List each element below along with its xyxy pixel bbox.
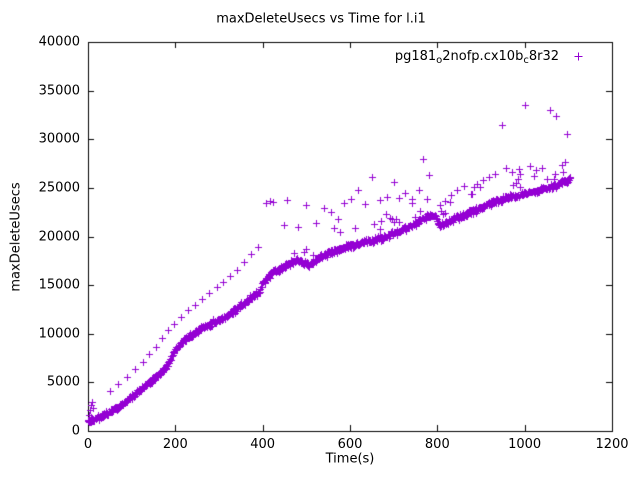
x-tick-label: 400 — [250, 437, 276, 452]
x-tick-label: 1200 — [595, 437, 629, 452]
x-tick-label: 0 — [83, 437, 93, 452]
legend-marker-icon — [574, 52, 583, 61]
x-tick-label: 600 — [337, 437, 363, 452]
x-axis-label: Time(s) — [325, 451, 375, 467]
y-tick-label: 35000 — [38, 83, 80, 99]
x-tick-label: 800 — [424, 437, 450, 452]
chart-title: maxDeleteUsecs vs Time for l.i1 — [216, 11, 426, 27]
legend-label-part: 2nofp.cx10b — [442, 49, 524, 64]
legend-label-subscript: o — [436, 55, 443, 66]
x-tick-label: 1000 — [508, 437, 542, 452]
y-axis-label: maxDeleteUsecs — [8, 182, 24, 292]
y-tick-label: 15000 — [38, 277, 80, 293]
legend-label: pg181o2nofp.cx10bc8r32 — [394, 49, 559, 66]
legend-label-subscript: c — [523, 55, 529, 66]
legend: pg181o2nofp.cx10bc8r32 — [394, 49, 584, 66]
y-tick-label: 20000 — [38, 229, 80, 244]
y-tick-label: 5000 — [46, 374, 80, 390]
y-tick-label: 30000 — [38, 131, 80, 147]
x-tick-label: 200 — [162, 437, 188, 452]
legend-label-part: pg181 — [394, 49, 437, 64]
legend-label-part: 8r32 — [528, 49, 559, 64]
y-tick-label: 40000 — [38, 34, 80, 50]
y-tick-label: 25000 — [38, 180, 80, 196]
y-tick-label: 10000 — [38, 326, 80, 342]
y-tick-label: 0 — [71, 423, 80, 439]
